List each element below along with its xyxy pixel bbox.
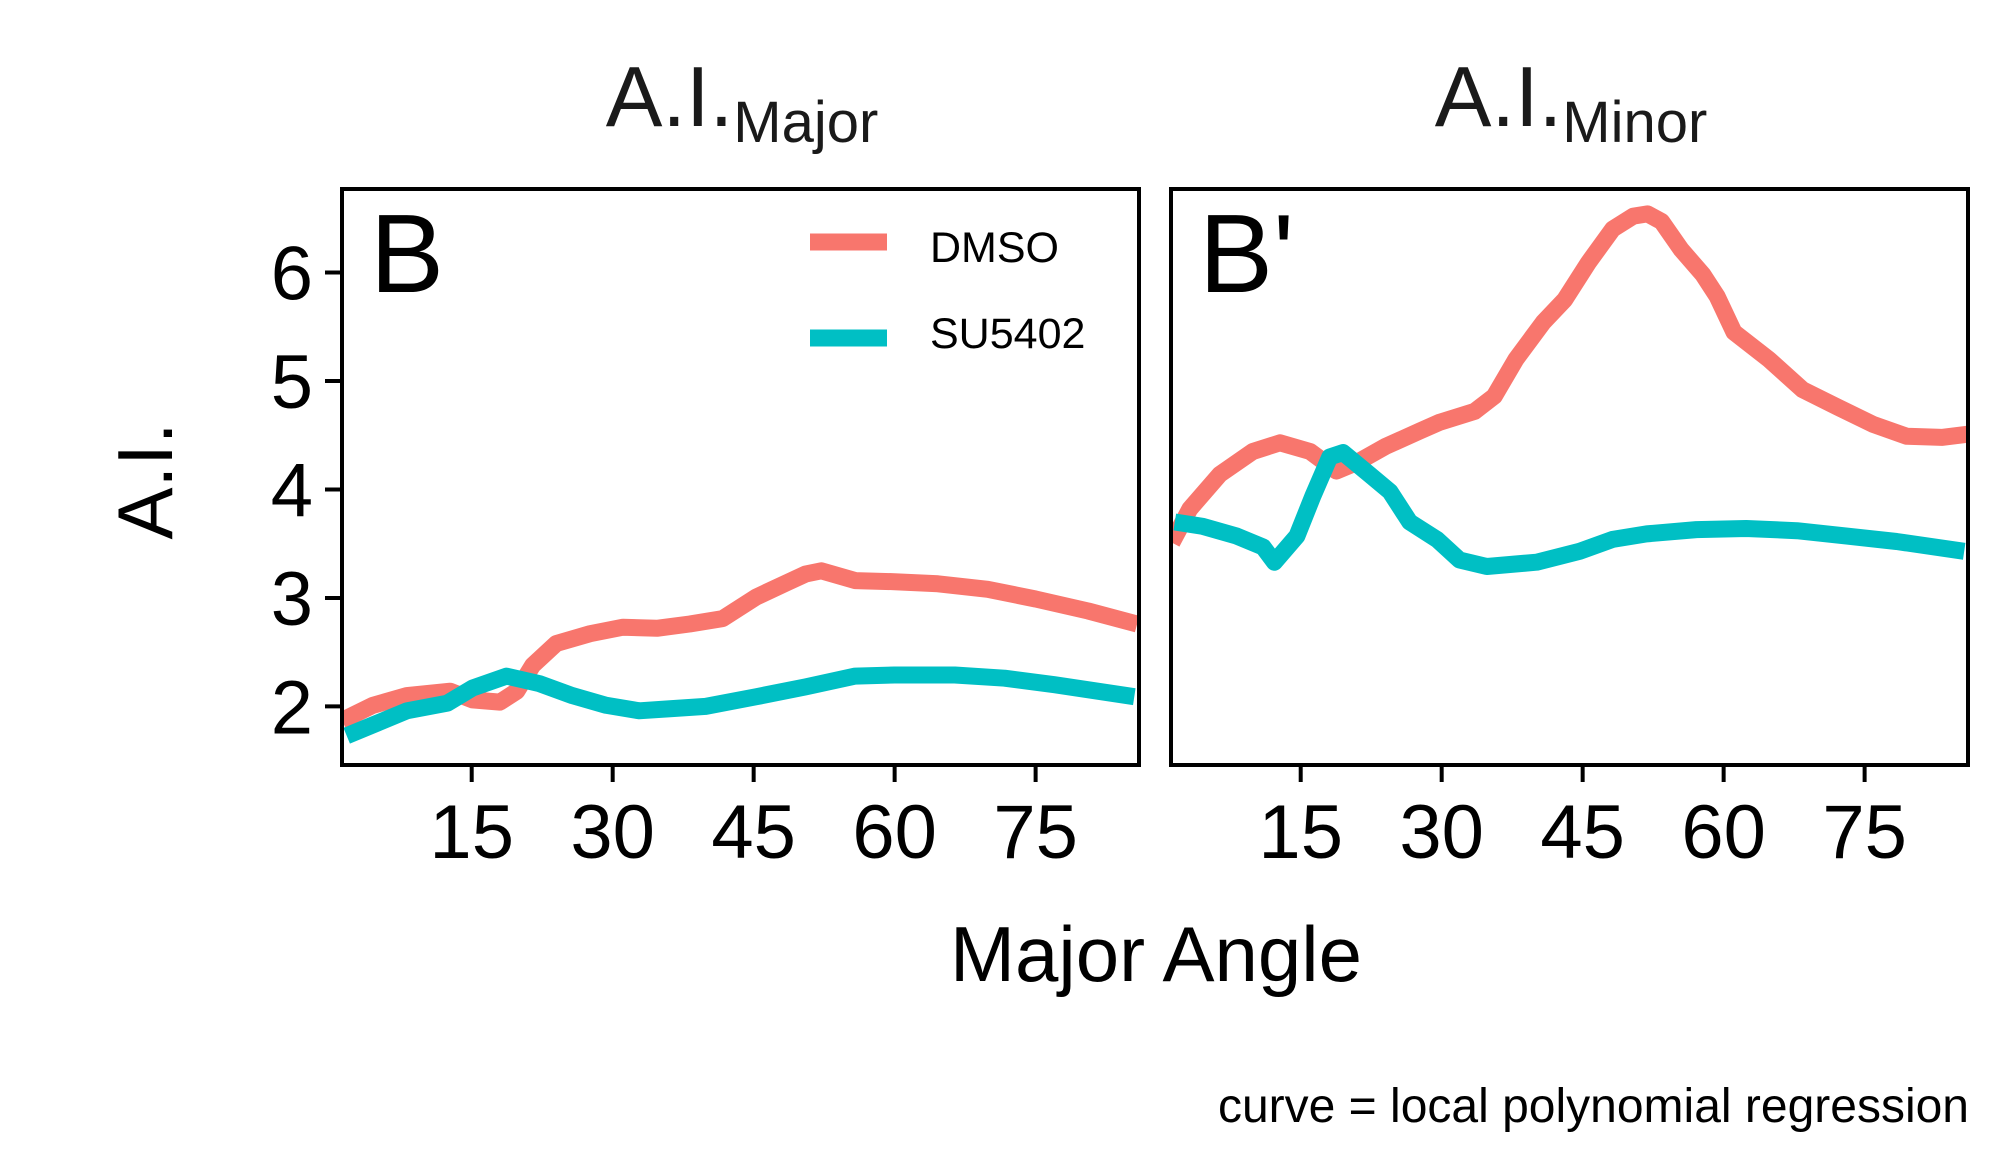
legend-item-dmso: DMSO [810, 224, 1059, 272]
legend-label-su5402: SU5402 [930, 310, 1085, 358]
x-tick-label: 75 [993, 790, 1078, 875]
x-tick-label: 75 [1822, 790, 1907, 875]
legend-label-dmso: DMSO [930, 224, 1059, 272]
x-axis-left: 15 30 45 60 75 [429, 765, 1078, 875]
y-tick-label: 4 [271, 448, 313, 533]
x-tick-label: 60 [1681, 790, 1766, 875]
x-tick-label: 45 [711, 790, 796, 875]
panel-right-title-sub: Minor [1562, 90, 1707, 155]
panel-left: A.I.Major B DMSO SU5402 [340, 50, 1141, 767]
panel-right-title-main: A.I. [1435, 50, 1563, 145]
x-tick-label: 30 [1399, 790, 1484, 875]
y-tick-label: 6 [271, 232, 313, 317]
panel-left-frame [340, 187, 1141, 767]
panel-right: A.I.Minor B' [1169, 50, 1970, 767]
y-axis-title: A.I. [101, 422, 189, 539]
x-axis-title: Major Angle [950, 910, 1362, 998]
curve-su5402-left [343, 666, 1136, 744]
y-tick-label: 3 [271, 557, 313, 642]
panel-right-tag: B' [1199, 192, 1294, 316]
curve-su5402-right [1173, 444, 1966, 575]
panel-right-frame [1169, 187, 1970, 767]
panel-right-title: A.I.Minor [1435, 50, 1708, 155]
x-axis-right: 15 30 45 60 75 [1258, 765, 1907, 875]
panel-left-plot [342, 562, 1139, 744]
x-tick-label: 15 [1258, 790, 1343, 875]
legend-item-su5402: SU5402 [810, 310, 1085, 358]
panel-left-title: A.I.Major [606, 50, 879, 155]
caption: curve = local polynomial regression [1218, 1080, 1969, 1133]
panel-left-title-sub: Major [733, 90, 878, 155]
y-axis: 2 3 4 5 6 [271, 232, 342, 750]
y-tick-label: 2 [271, 665, 313, 750]
panel-left-title-main: A.I. [606, 50, 734, 145]
curve-dmso-right [1171, 205, 1968, 547]
y-tick-label: 5 [271, 340, 313, 425]
panel-left-tag: B [370, 192, 444, 316]
panel-right-plot [1171, 205, 1968, 575]
legend: DMSO SU5402 [810, 224, 1085, 358]
x-tick-label: 15 [429, 790, 514, 875]
x-tick-label: 45 [1540, 790, 1625, 875]
x-tick-label: 30 [570, 790, 655, 875]
x-tick-label: 60 [852, 790, 937, 875]
curve-dmso-left [342, 562, 1139, 729]
